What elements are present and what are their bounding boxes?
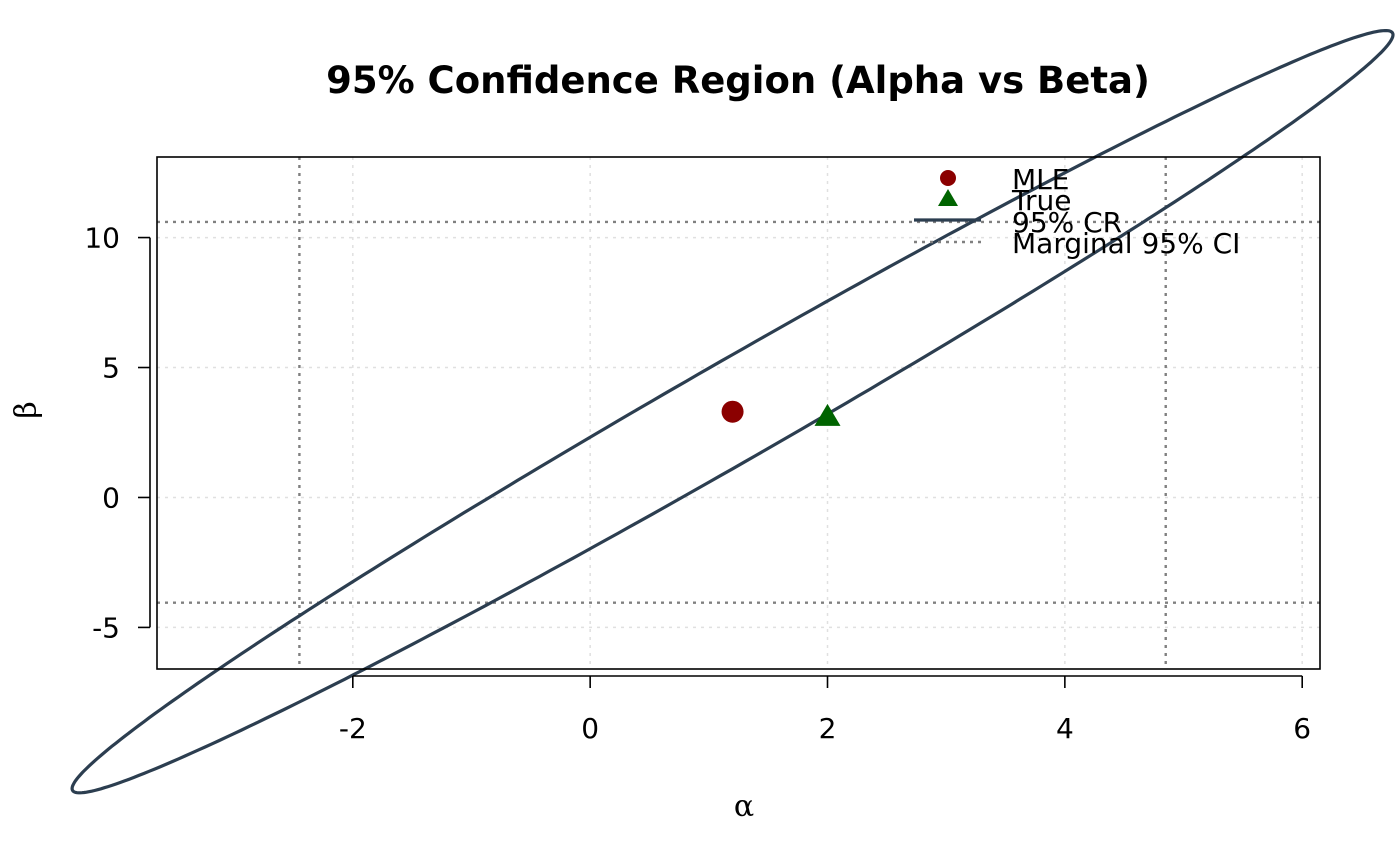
plot-frame xyxy=(156,156,1321,670)
legend-mle-marker xyxy=(940,170,956,186)
y-tick-label-0: -5 xyxy=(92,611,120,644)
legend-true-marker xyxy=(938,189,958,206)
legend-ci-label: Marginal 95% CI xyxy=(1012,227,1240,260)
x-tick-label-4: 6 xyxy=(1293,712,1311,745)
legend-mle-label: MLE xyxy=(1012,163,1069,196)
legend: MLE True 95% CR Marginal 95% CI xyxy=(914,163,1240,260)
legend-cr-label: 95% CR xyxy=(1012,206,1122,239)
legend-true-label: True xyxy=(1011,184,1071,217)
marginal-ci-lines xyxy=(157,157,1320,669)
x-tick-label-3: 4 xyxy=(1056,712,1074,745)
mle-point xyxy=(721,400,744,423)
y-tick-label-3: 10 xyxy=(84,222,120,255)
x-axis: -2 0 2 4 6 xyxy=(339,675,1311,745)
x-axis-label: α xyxy=(734,789,754,824)
x-tick-label-1: 0 xyxy=(581,712,599,745)
y-tick-label-1: 0 xyxy=(102,481,120,514)
y-axis: -5 0 5 10 xyxy=(84,222,151,644)
grid xyxy=(157,157,1320,669)
x-tick-label-0: -2 xyxy=(339,712,367,745)
true-point xyxy=(814,403,841,426)
confidence-region-ellipse xyxy=(70,29,1395,795)
x-tick-label-2: 2 xyxy=(819,712,837,745)
y-axis-label: β xyxy=(9,401,44,418)
points xyxy=(721,400,841,426)
chart-title: 95% Confidence Region (Alpha vs Beta) xyxy=(326,59,1150,102)
y-tick-label-2: 5 xyxy=(102,352,120,385)
